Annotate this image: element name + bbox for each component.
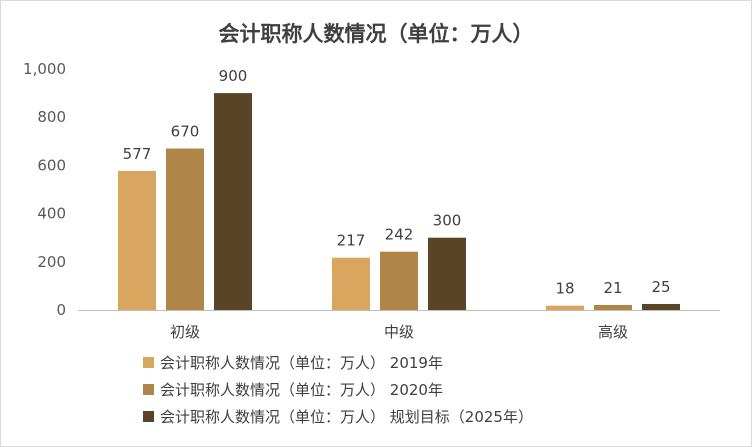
- y-tick-label-1000: 1,000: [23, 60, 66, 78]
- x-tick-label-中级: 中级: [384, 323, 414, 341]
- bar-中级-1: [380, 251, 418, 310]
- data-label-高级-0: 18: [555, 280, 574, 298]
- bar-高级-2: [642, 303, 680, 310]
- data-label-中级-2: 300: [433, 212, 462, 230]
- legend-label-2020: 会计职称人数情况（单位：万人） 2020年: [160, 381, 443, 399]
- bar-初级-2: [214, 93, 252, 310]
- legend-item-2019: 会计职称人数情况（单位：万人） 2019年: [143, 349, 533, 376]
- chart-title: 会计职称人数情况（单位：万人）: [218, 22, 534, 46]
- x-tick-label-高级: 高级: [598, 323, 628, 341]
- data-label-初级-1: 670: [171, 123, 200, 141]
- bar-中级-2: [428, 237, 466, 310]
- legend-label-2025: 会计职称人数情况（单位：万人） 规划目标（2025年）: [160, 408, 533, 426]
- y-tick-label-800: 800: [37, 108, 66, 126]
- legend-swatch-2019: [143, 357, 154, 368]
- y-tick-label-0: 0: [56, 301, 66, 319]
- y-tick-label-600: 600: [37, 156, 66, 174]
- legend-item-2020: 会计职称人数情况（单位：万人） 2020年: [143, 376, 533, 403]
- legend-swatch-2025: [143, 411, 154, 422]
- bar-高级-1: [594, 304, 632, 310]
- bar-高级-0: [546, 305, 584, 310]
- data-label-中级-0: 217: [337, 232, 366, 250]
- bar-初级-0: [118, 170, 156, 310]
- bar-中级-0: [332, 257, 370, 310]
- legend: 会计职称人数情况（单位：万人） 2019年 会计职称人数情况（单位：万人） 20…: [143, 349, 533, 430]
- legend-item-2025: 会计职称人数情况（单位：万人） 规划目标（2025年）: [143, 403, 533, 430]
- y-tick-label-200: 200: [37, 253, 66, 271]
- legend-swatch-2020: [143, 384, 154, 395]
- y-tick-label-400: 400: [37, 205, 66, 223]
- legend-label-2019: 会计职称人数情况（单位：万人） 2019年: [160, 354, 443, 372]
- bar-初级-1: [166, 148, 204, 310]
- x-tick-label-初级: 初级: [170, 323, 200, 341]
- data-label-初级-0: 577: [123, 145, 152, 163]
- data-label-中级-1: 242: [385, 226, 414, 244]
- data-label-初级-2: 900: [219, 67, 248, 85]
- data-label-高级-2: 25: [651, 278, 670, 296]
- data-label-高级-1: 21: [603, 279, 622, 297]
